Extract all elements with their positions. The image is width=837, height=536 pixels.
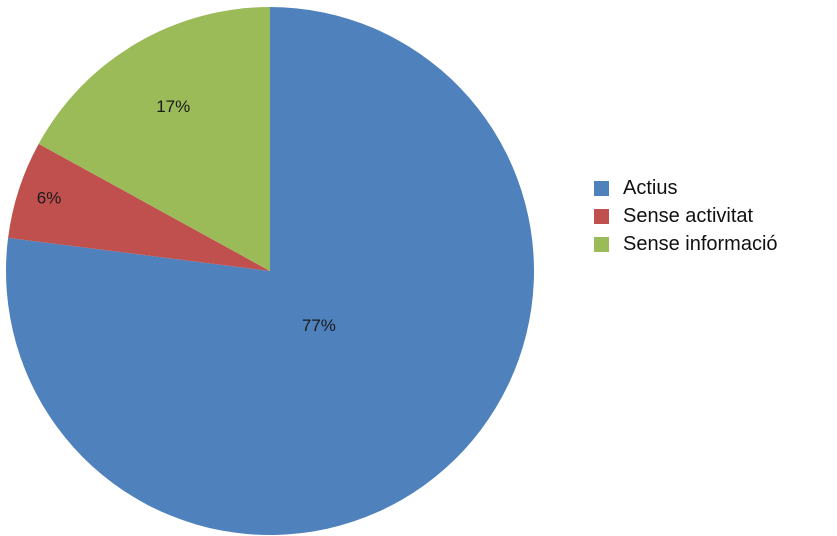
- legend-label-sense-activitat: Sense activitat: [623, 204, 754, 227]
- legend-swatch-actius: [594, 180, 609, 196]
- data-label-sense-informacio: 17%: [156, 97, 190, 116]
- legend-swatch-sense-informacio: [594, 236, 609, 252]
- legend-swatch-sense-activitat: [594, 208, 609, 224]
- legend-label-sense-informacio: Sense informació: [623, 232, 778, 255]
- pie-data-labels: 77% 6% 17%: [37, 97, 336, 335]
- data-label-sense-activitat: 6%: [37, 189, 62, 208]
- legend-item-actius: Actius: [594, 176, 834, 200]
- pie-slice-sense-activitat: [8, 143, 270, 271]
- legend-label-actius: Actius: [623, 176, 678, 199]
- pie-slice-sense-informacio: [38, 7, 271, 271]
- legend-item-sense-informacio: Sense informació: [594, 232, 834, 256]
- data-label-actius: 77%: [302, 316, 336, 335]
- legend: Actius Sense activitat Sense informació: [594, 176, 834, 260]
- pie-slices: [5, 7, 535, 535]
- legend-item-sense-activitat: Sense activitat: [594, 204, 834, 228]
